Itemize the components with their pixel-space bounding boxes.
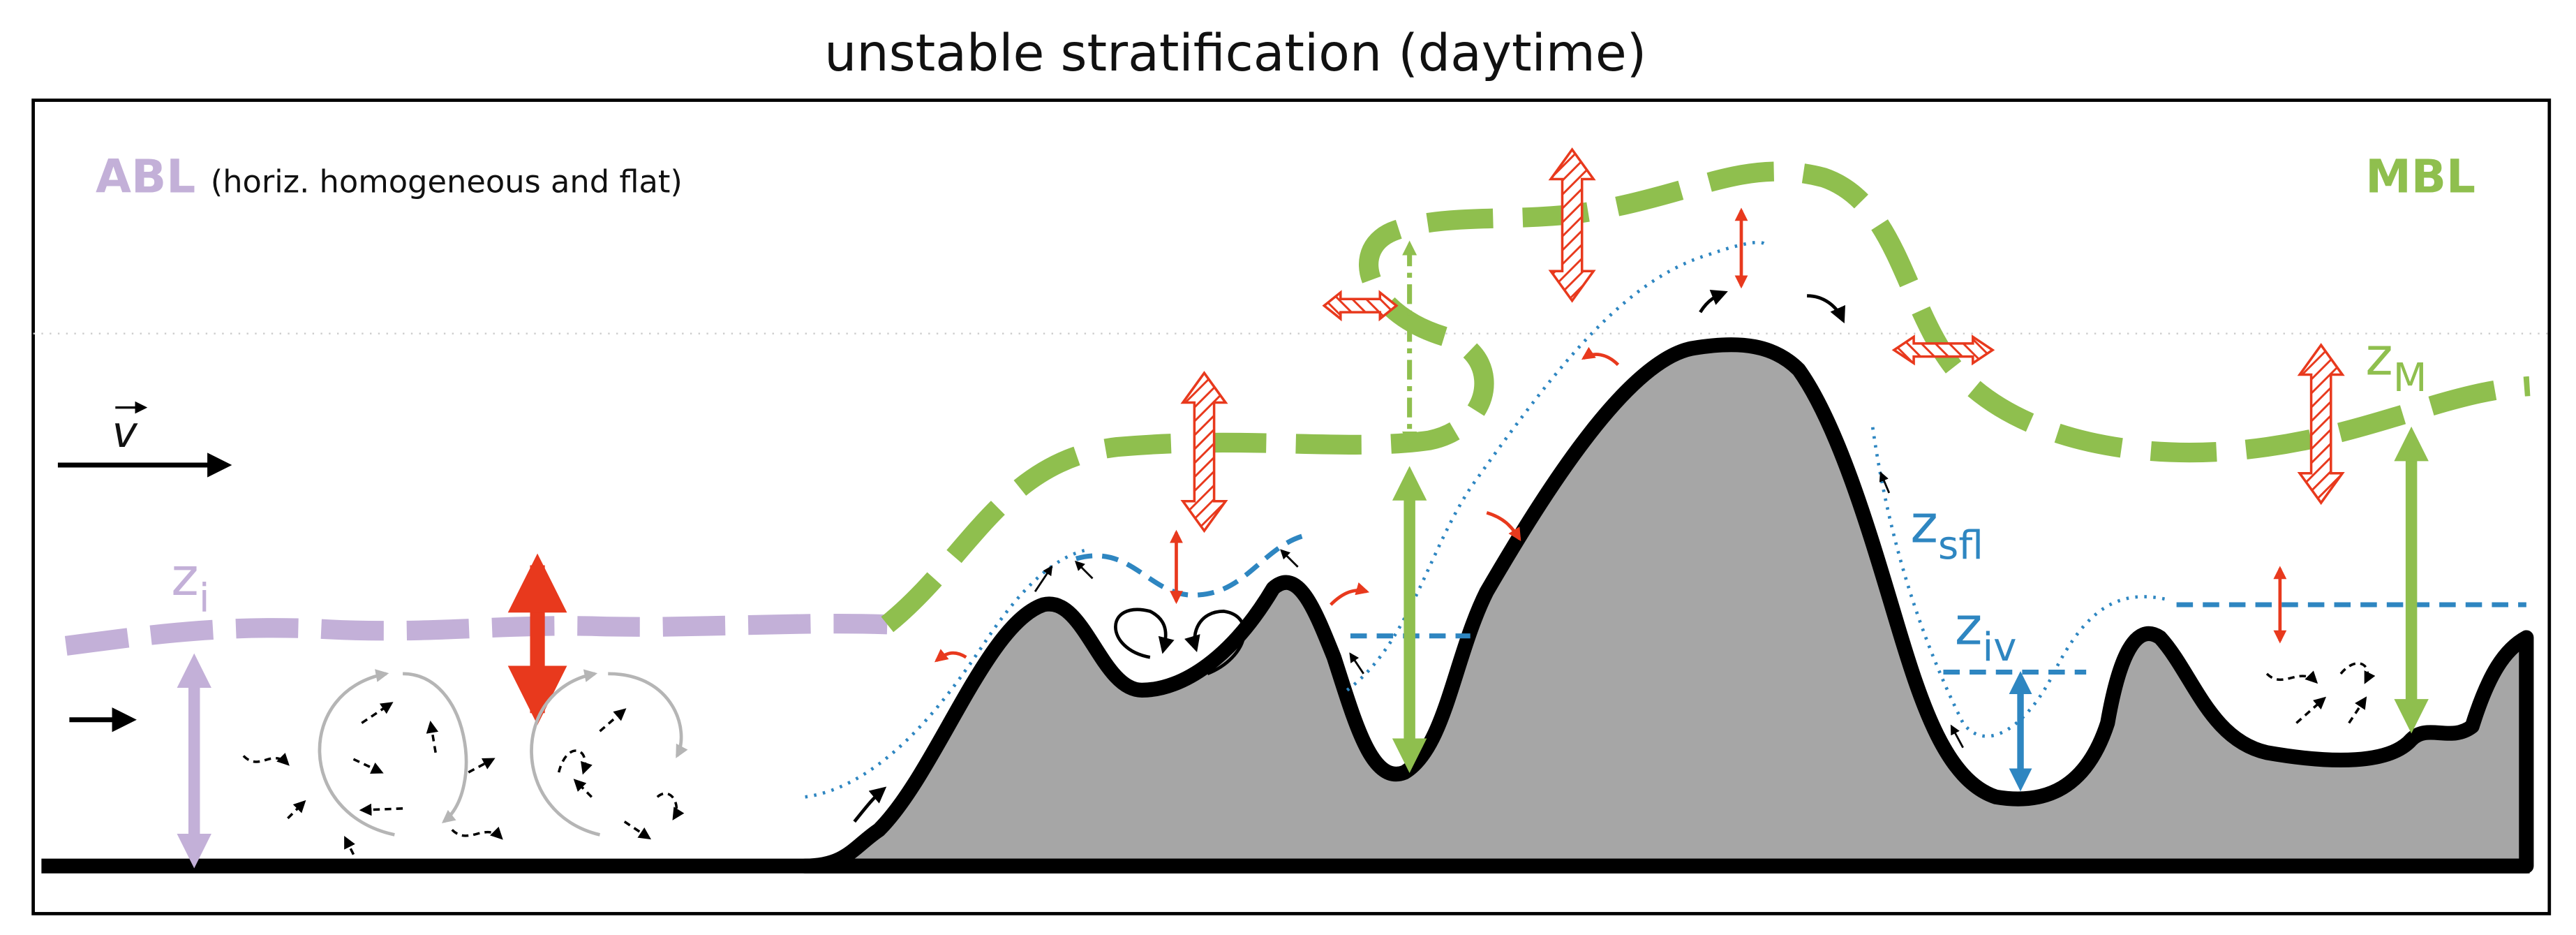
eddy-arrow — [1184, 610, 1246, 676]
hatched-arrow — [1322, 290, 1399, 322]
turbulent-motion — [352, 758, 384, 774]
turbulent-motion — [287, 800, 306, 820]
zm-main: z — [2365, 326, 2393, 388]
title: unstable stratification (daytime) — [824, 24, 1646, 83]
turbulent-motion — [656, 792, 685, 820]
zi-sub: i — [199, 575, 210, 621]
small-flow-arrow — [1901, 635, 1915, 658]
turbulent-motion — [468, 758, 496, 774]
upslope-arrow — [1699, 289, 1728, 314]
turbulent-motion — [359, 803, 403, 816]
zi-label: zi — [171, 546, 209, 621]
upslope-arrow — [853, 786, 887, 823]
sfl-dashed — [1075, 531, 1312, 598]
hatched-arrow — [1548, 147, 1596, 303]
small-flow-arrow — [1950, 724, 1964, 749]
turbulent-motion — [451, 826, 503, 840]
abl-note: (horiz. homogeneous and flat) — [211, 163, 683, 200]
zsfl-sub: sfl — [1938, 523, 1983, 568]
turbulent-eddy — [318, 669, 395, 837]
downslope-arrow — [1807, 294, 1845, 324]
zsfl-main: z — [1910, 494, 1938, 555]
turbulent-eddy — [530, 669, 601, 837]
turbulent-eddy — [403, 672, 468, 823]
zsfl-label: zsfl — [1910, 494, 1983, 569]
turbulent-motion — [361, 702, 394, 724]
turbulent-motion — [2265, 670, 2318, 684]
abl-label: ABL — [96, 149, 195, 203]
red-flow-arrow — [934, 649, 967, 663]
ziv-label: ziv — [1955, 595, 2017, 670]
turbulent-motion — [242, 753, 290, 766]
turbulent-eddy — [608, 672, 688, 758]
red-flow-arrow — [1330, 582, 1370, 606]
zm-sub: M — [2393, 355, 2427, 401]
small-flow-arrow — [1074, 560, 1094, 580]
hatched-arrow — [2297, 343, 2345, 506]
frame — [31, 98, 2552, 915]
turbulent-motion — [573, 779, 593, 798]
turbulent-motion — [2348, 696, 2367, 724]
turbulent-motion — [623, 820, 652, 840]
mbl-label: MBL — [2365, 149, 2476, 203]
turbulent-motion — [2295, 696, 2327, 724]
ziv-sub: iv — [1982, 625, 2016, 670]
small-flow-arrow — [1034, 565, 1053, 592]
red-flow-arrow — [1486, 510, 1521, 542]
hatched-arrow — [1891, 334, 1995, 366]
small-flow-arrow — [1349, 652, 1364, 675]
velocity-label: v — [112, 408, 138, 457]
small-flow-arrow — [1280, 549, 1299, 568]
ziv-main: z — [1955, 595, 1983, 656]
red-flow-arrow — [1581, 346, 1620, 367]
turbulent-motion — [426, 720, 439, 753]
turbulent-motion — [344, 836, 355, 855]
abl-top-line — [64, 613, 888, 656]
hatched-arrow — [1180, 371, 1228, 533]
eddy-arrow — [1114, 608, 1175, 659]
turbulent-motion — [557, 749, 593, 775]
turbulent-motion — [599, 708, 627, 732]
mbl-top-line — [881, 161, 2531, 633]
small-flow-arrow — [1879, 471, 1891, 494]
turbulent-motion — [2339, 662, 2376, 684]
mountain-terrain — [798, 337, 2534, 874]
zm-label: zM — [2365, 326, 2427, 402]
small-flow-arrow — [1445, 663, 1460, 691]
zi-main: z — [171, 546, 199, 608]
